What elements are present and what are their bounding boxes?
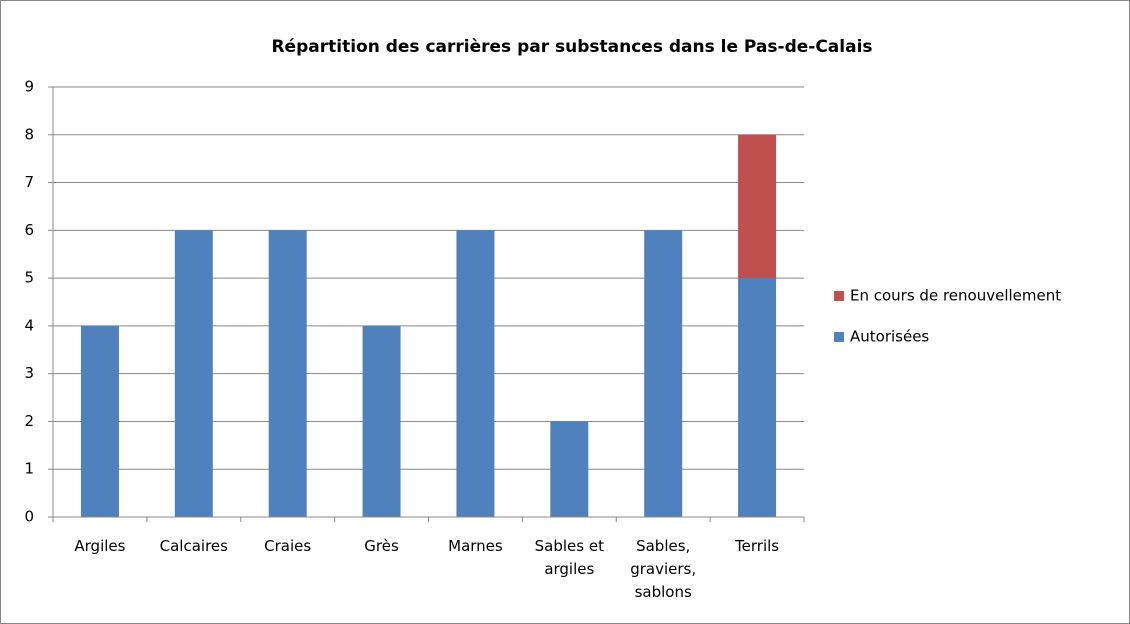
bar-segment <box>550 421 589 517</box>
bar-segment <box>738 134 777 279</box>
y-tick-label: 1 <box>24 460 34 478</box>
bar-segment <box>268 230 307 518</box>
bar-segment <box>362 325 401 517</box>
legend-label: En cours de renouvellement <box>850 287 1061 305</box>
bar-segment <box>644 230 683 518</box>
y-tick-label: 0 <box>24 508 34 526</box>
chart-title: Répartition des carrières par substances… <box>271 37 872 57</box>
y-tick-label: 3 <box>24 364 34 382</box>
bar-segment <box>174 230 213 518</box>
x-tick-label: Sables, graviers, sablons <box>630 537 697 601</box>
legend-label: Autorisées <box>850 328 929 346</box>
x-tick-label: Argiles <box>74 537 126 555</box>
x-tick-label: Grès <box>364 537 399 555</box>
x-tick-label: Sables et argiles <box>534 537 604 578</box>
legend-swatch <box>834 332 844 342</box>
y-tick-label: 4 <box>24 316 34 334</box>
x-tick-label: Marnes <box>448 537 503 555</box>
bar-segment <box>456 230 495 518</box>
bar-segment <box>80 325 119 517</box>
x-tick-label: Terrils <box>735 537 780 555</box>
x-tick-label: Craies <box>264 537 312 555</box>
bar-segment <box>738 278 777 517</box>
y-tick-label: 6 <box>24 221 34 239</box>
x-tick-label: Calcaires <box>159 537 228 555</box>
y-tick-label: 2 <box>24 412 34 430</box>
y-tick-label: 5 <box>24 269 34 287</box>
y-tick-label: 8 <box>24 125 34 143</box>
y-tick-label: 7 <box>24 173 34 191</box>
y-tick-label: 9 <box>24 78 34 96</box>
legend-swatch <box>834 291 844 301</box>
